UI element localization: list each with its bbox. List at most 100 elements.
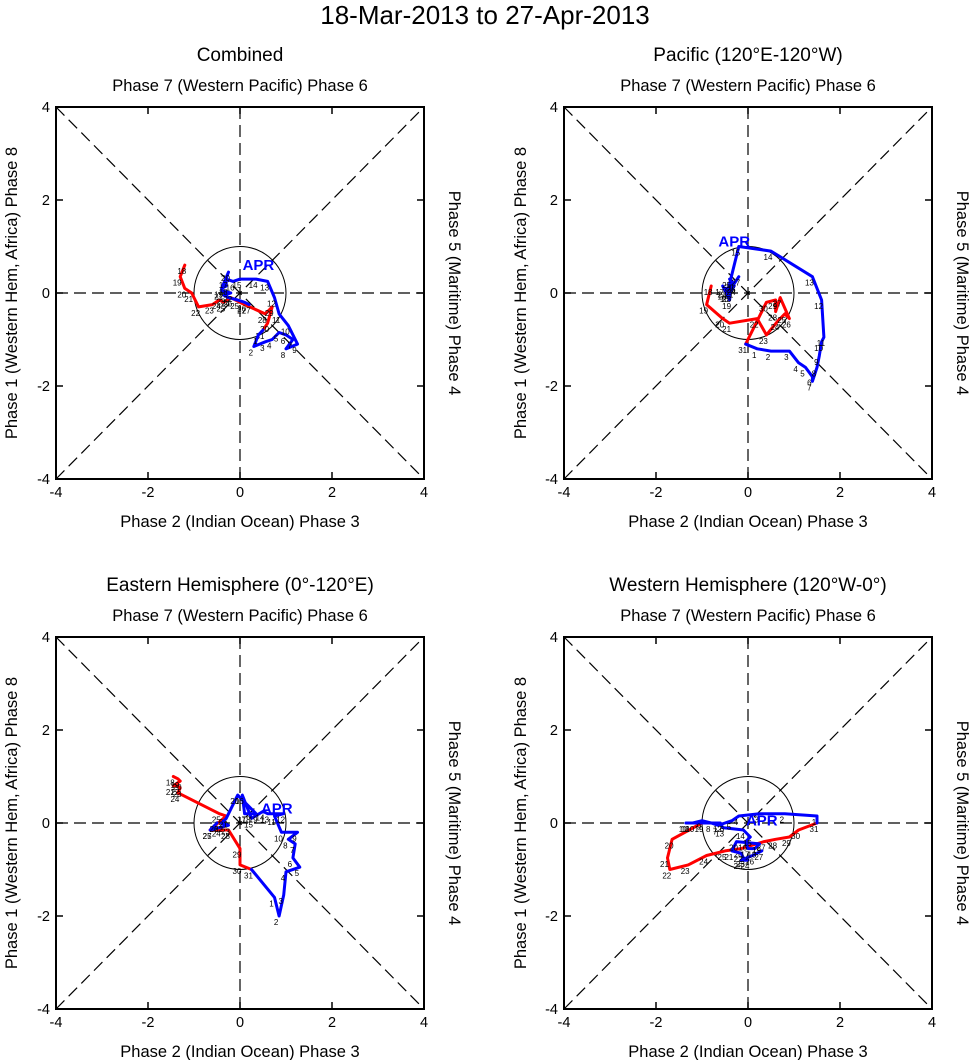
- day-label: 26: [727, 286, 736, 295]
- y-tick-label: -4: [545, 1002, 558, 1018]
- day-label: 26: [210, 825, 219, 834]
- day-label: 3: [754, 816, 759, 825]
- x-tick-label: 2: [836, 1015, 844, 1031]
- day-label: 13: [260, 283, 269, 292]
- day-label: 20: [177, 290, 186, 299]
- x-tick-label: 0: [744, 1015, 752, 1031]
- y-tick-label: 4: [42, 630, 50, 646]
- y-tick-label: -4: [545, 472, 558, 488]
- day-label: 8: [812, 369, 817, 378]
- day-label: 7: [807, 383, 812, 392]
- y-tick-label: 0: [42, 816, 50, 832]
- y-tick-label: 2: [42, 193, 50, 209]
- panel-title: Pacific (120°E-120°W): [653, 45, 842, 66]
- day-label: 17: [237, 816, 246, 825]
- x-tick-label: -2: [650, 1015, 663, 1031]
- y-tick-label: -2: [37, 379, 50, 395]
- x-tick-label: 2: [328, 1015, 336, 1031]
- day-label: 15: [244, 820, 253, 829]
- day-label: 24: [212, 302, 221, 311]
- day-label: 5: [727, 823, 732, 832]
- y-tick-label: -4: [37, 472, 50, 488]
- day-label: 10: [814, 344, 823, 353]
- day-label: 22: [223, 295, 232, 304]
- day-label: 31: [256, 332, 265, 341]
- day-label: 31: [738, 346, 747, 355]
- day-label: 13: [260, 816, 269, 825]
- day-label: 20: [665, 841, 674, 850]
- day-label: 18: [166, 779, 175, 788]
- day-label: 11: [267, 818, 276, 827]
- day-label: 6: [807, 379, 812, 388]
- day-label: 18: [681, 825, 690, 834]
- day-label: 3: [260, 344, 265, 353]
- day-label: 18: [747, 851, 756, 860]
- day-label: 27: [773, 300, 782, 309]
- day-label: 8: [281, 351, 286, 360]
- day-label: 23: [205, 307, 214, 316]
- day-label: 24: [212, 830, 221, 839]
- day-label: 1: [812, 818, 817, 827]
- x-tick-label: 2: [328, 485, 336, 501]
- day-label: 4: [793, 365, 798, 374]
- y-tick-label: 2: [550, 193, 558, 209]
- day-label: 3: [784, 353, 789, 362]
- day-label: 6: [281, 337, 286, 346]
- y-tick-label: -4: [37, 1002, 50, 1018]
- day-label: 17: [715, 288, 724, 297]
- x-tick-label: 0: [236, 1015, 244, 1031]
- day-label: 21: [166, 788, 175, 797]
- series-line-mar: [178, 263, 274, 332]
- day-label: 14: [764, 253, 773, 262]
- day-label: 24: [170, 795, 179, 804]
- day-label: 18: [219, 288, 228, 297]
- day-label: 12: [267, 300, 276, 309]
- day-label: 26: [237, 304, 246, 313]
- day-label: 21: [724, 290, 733, 299]
- day-label: 5: [800, 369, 805, 378]
- x-tick-label: -2: [650, 485, 663, 501]
- day-label: 2: [274, 918, 279, 927]
- series-line-mar: [171, 775, 253, 871]
- day-label: 7: [713, 827, 718, 836]
- day-label: 2: [249, 348, 254, 357]
- day-label: 24: [699, 858, 708, 867]
- day-label: 22: [718, 290, 727, 299]
- day-label: 28: [768, 314, 777, 323]
- day-label: 5: [274, 335, 279, 344]
- day-label: 19: [695, 825, 704, 834]
- day-label: 27: [757, 844, 766, 853]
- top-axis-label: Phase 7 (Western Pacific) Phase 6: [112, 607, 368, 625]
- day-label: 19: [170, 781, 179, 790]
- phase-panel-1: Combined Phase 7 (Western Pacific) Phase …: [3, 45, 463, 531]
- day-label: 14: [736, 832, 745, 841]
- panel-title: Western Hemisphere (120°W-0°): [609, 575, 886, 596]
- day-label: 20: [715, 321, 724, 330]
- day-label: 24: [741, 862, 750, 871]
- y-tick-label: 4: [550, 100, 558, 116]
- y-axis-label: Phase 1 (Western Hem, Africa) Phase 8: [512, 147, 530, 439]
- day-label: 21: [724, 853, 733, 862]
- x-tick-label: 0: [236, 485, 244, 501]
- day-label: 27: [203, 832, 212, 841]
- day-label: 21: [660, 860, 669, 869]
- right-axis-label: Phase 5 (Maritime) Phase 4: [953, 721, 971, 926]
- day-label: 19: [722, 302, 731, 311]
- day-label: 25: [777, 316, 786, 325]
- y-tick-label: -2: [545, 379, 558, 395]
- x-tick-label: -2: [142, 1015, 155, 1031]
- month-label: APR: [718, 234, 750, 251]
- panels: Combined Phase 7 (Western Pacific) Phase …: [3, 45, 971, 1060]
- y-tick-label: -2: [545, 909, 558, 925]
- x-tick-label: 2: [836, 485, 844, 501]
- x-tick-label: -4: [558, 1015, 571, 1031]
- day-label: 29: [233, 851, 242, 860]
- right-axis-label: Phase 5 (Maritime) Phase 4: [445, 721, 463, 926]
- day-label: 15: [731, 249, 740, 258]
- day-label: 27: [237, 307, 246, 316]
- day-label: 20: [729, 844, 738, 853]
- day-label: 31: [810, 825, 819, 834]
- x-tick-label: 4: [928, 1015, 936, 1031]
- day-label: 27: [242, 307, 251, 316]
